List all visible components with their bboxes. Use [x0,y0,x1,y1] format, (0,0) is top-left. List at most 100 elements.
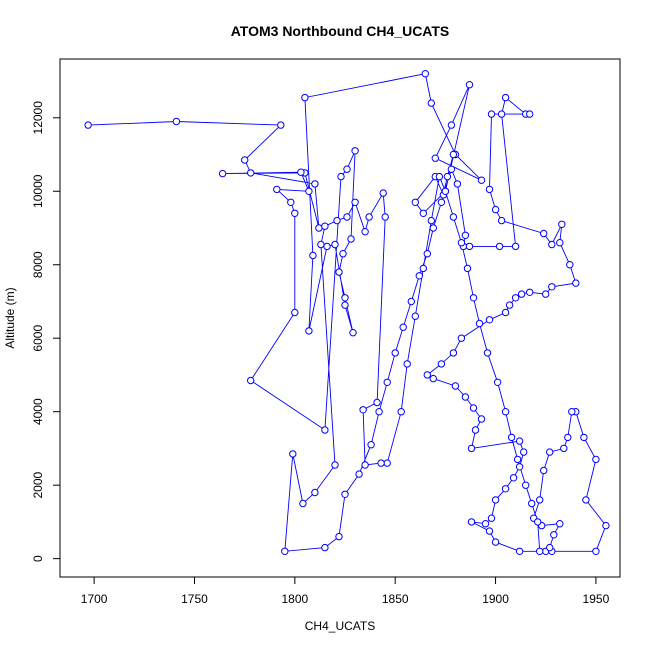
data-point [501,93,510,102]
data-point [465,242,474,251]
data-point [582,496,590,504]
data-point [337,172,345,181]
data-point [351,198,359,207]
data-point [331,461,339,469]
data-point [315,224,323,232]
data-point [218,169,227,178]
data-point [501,408,510,416]
data-point [528,499,536,508]
data-point [311,488,319,497]
data-point [367,441,375,449]
data-point [515,547,524,555]
data-point [335,532,343,541]
data-point [423,371,431,379]
data-point [421,70,429,78]
data-point [491,538,500,546]
data-point [341,294,349,302]
data-point [471,426,480,434]
y-tick-label: 10000 [31,174,45,208]
data-point [423,250,431,258]
data-point [550,531,558,539]
data-point [511,242,520,251]
data-point [299,499,307,508]
data-point [305,327,313,335]
data-point [560,444,568,453]
data-point [540,229,548,238]
data-point [411,198,419,207]
data-point [415,272,423,280]
data-point [493,378,502,386]
data-point [373,398,381,407]
data-point [383,459,391,467]
data-point [443,172,452,181]
x-tick-label: 1800 [281,592,308,606]
data-point [487,514,496,522]
data-point [542,290,550,298]
data-point [391,349,399,357]
data-point [359,406,367,414]
data-point [429,224,437,232]
data-point [333,216,341,225]
data-point [427,99,435,107]
data-point [321,543,329,552]
data-point [592,547,600,555]
data-point [449,150,458,159]
data-point [341,490,349,498]
x-tick-label: 1950 [583,592,610,606]
data-point [548,240,556,249]
data-point [564,433,572,442]
data-point [289,450,297,458]
data-point [291,308,299,317]
data-point [536,496,544,504]
data-point [556,520,564,528]
data-point [495,242,504,251]
data-point [487,110,496,118]
data-point [501,485,510,493]
data-point [449,213,458,221]
data-point [497,216,506,225]
data-point [546,543,554,552]
data-point [347,235,355,243]
data-point [247,169,255,177]
data-point [572,279,580,287]
data-point [381,213,389,221]
data-point [172,117,181,126]
data-point [321,222,329,230]
data-point [511,294,520,302]
data-point [365,213,373,221]
data-point [411,312,419,320]
x-axis: 1700 1750 1800 1850 1900 1950 [81,576,610,606]
data-point [497,110,506,118]
x-tick-label: 1700 [81,592,108,606]
data-point [351,147,359,155]
data-point [546,448,554,456]
x-axis-label: CH4_UCATS [305,619,375,633]
data-point [469,294,478,302]
data-point [403,360,411,368]
data-point [515,437,524,445]
data-point [331,240,339,249]
data-point [526,110,534,118]
data-point [580,433,588,442]
data-point [281,547,289,555]
plot-area [84,70,610,555]
data-point [277,121,285,129]
data-point [463,264,472,273]
data-point [522,481,530,489]
data-point [449,349,458,357]
y-axis: 0 2000 4000 6000 8000 10000 12000 [31,101,61,562]
data-point [429,374,437,383]
chart-title: ATOM3 Northbound CH4_UCATS [231,23,450,39]
data-point [509,474,518,482]
data-point [383,378,391,386]
data-point [491,205,500,214]
data-point [534,518,542,526]
data-point [377,459,385,467]
data-point [397,408,405,416]
data-point [467,444,476,453]
data-point [475,319,484,328]
y-axis-label: Altitude (m) [3,287,17,348]
data-point [291,209,299,218]
data-point [447,165,456,173]
data-point [321,426,329,434]
